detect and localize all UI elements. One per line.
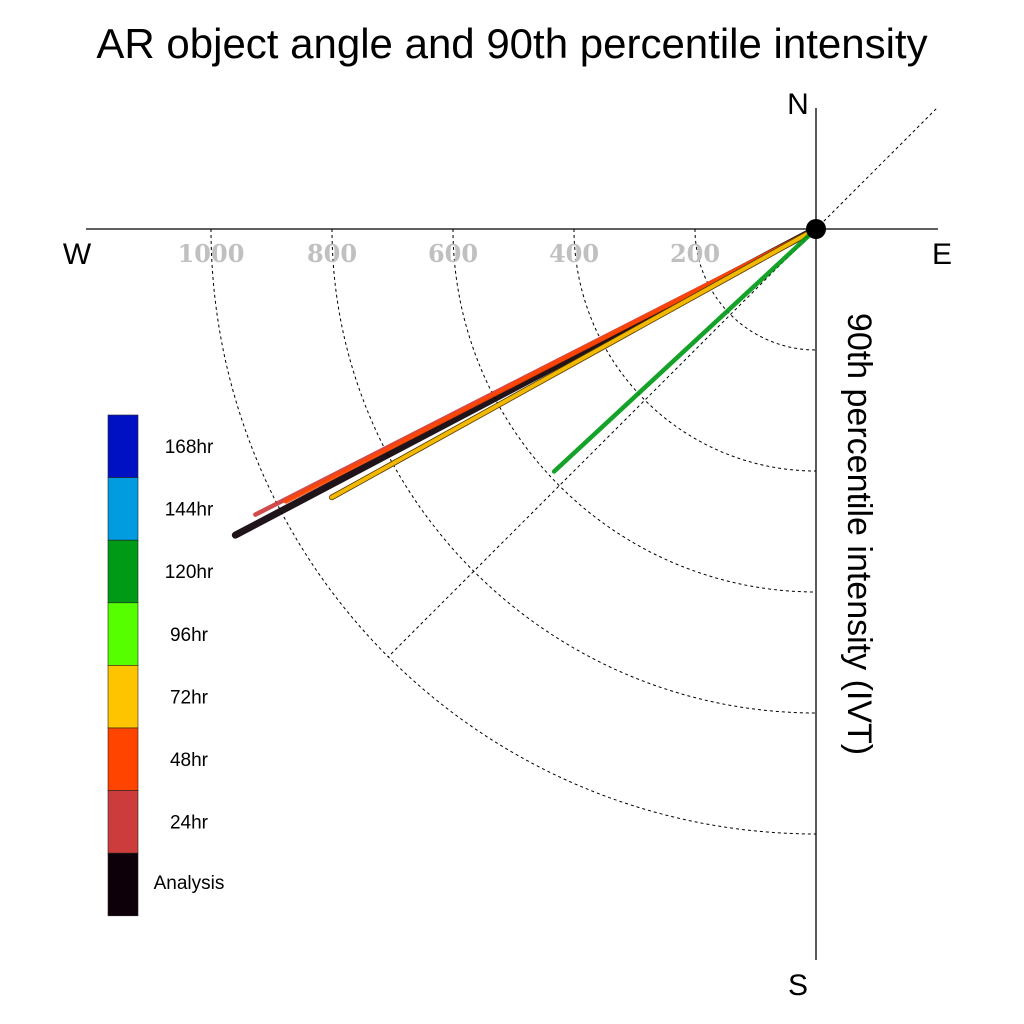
compass-north: N: [787, 88, 809, 121]
legend-swatch-72hr: [107, 665, 139, 729]
y-axis-label: 90th percentile intensity (IVT): [840, 313, 878, 755]
radial-grid-arc-400: [573, 228, 817, 472]
legend-swatch-144hr: [107, 477, 139, 541]
radial-tick-label-600: 600: [428, 239, 478, 268]
legend-swatch-24hr: [107, 790, 139, 854]
legend-label-96hr: 96hr: [170, 625, 209, 646]
legend-label-168hr: 168hr: [165, 437, 214, 458]
series-lines: [231, 225, 820, 539]
radial-tick-label-800: 800: [307, 239, 357, 268]
radial-tick-label-400: 400: [549, 239, 599, 268]
chart-title: AR object angle and 90th percentile inte…: [96, 20, 927, 67]
radial-grid-arc-800: [331, 228, 817, 714]
radial-tick-labels: 200 400 600 800 1000: [178, 239, 720, 268]
radial-grid-arc-1000: [210, 228, 817, 835]
legend: 168hr 144hr 120hr 96hr 72hr 48hr 24hr Analysis: [107, 414, 225, 917]
legend-swatch-120hr: [107, 539, 139, 604]
legend-label-24hr: 24hr: [170, 813, 209, 834]
legend-swatch-48hr: [107, 727, 139, 791]
series-line-120hr: [551, 226, 819, 474]
legend-label-analysis: Analysis: [154, 873, 225, 894]
compass-west: W: [63, 238, 92, 271]
radial-grid-arc-200: [694, 228, 817, 351]
radial-grid-arc-600: [452, 228, 817, 593]
legend-swatch-analysis: [107, 852, 139, 917]
legend-label-48hr: 48hr: [170, 750, 209, 771]
legend-swatch-168hr: [107, 414, 139, 478]
legend-swatch-96hr: [107, 602, 139, 666]
legend-label-72hr: 72hr: [170, 687, 209, 708]
radial-tick-label-200: 200: [670, 239, 720, 268]
origin-marker: [806, 219, 826, 239]
series-line-72hr: [329, 227, 818, 500]
compass-east: E: [932, 238, 952, 271]
legend-label-120hr: 120hr: [165, 562, 214, 583]
compass-south: S: [788, 969, 808, 1002]
radial-grid: [210, 108, 937, 835]
legend-label-144hr: 144hr: [165, 500, 214, 521]
radial-tick-label-1000: 1000: [178, 239, 245, 268]
series-line-48hr: [283, 226, 819, 504]
